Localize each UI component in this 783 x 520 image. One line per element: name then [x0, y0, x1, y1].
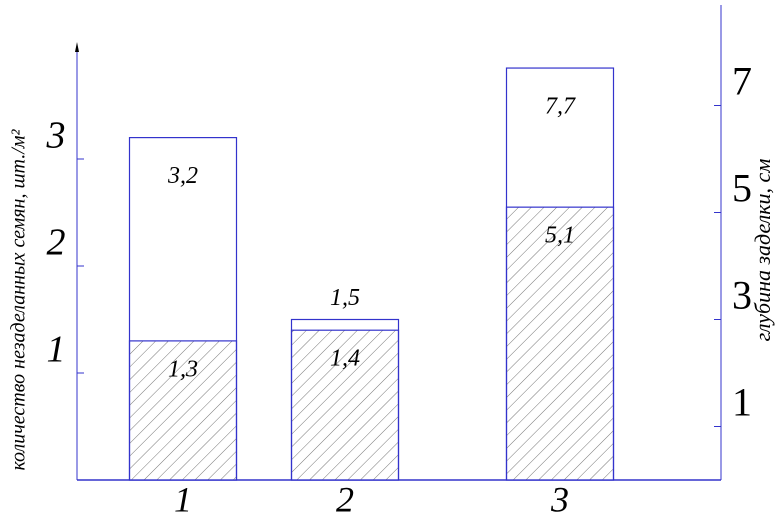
value-label: 1,4: [330, 346, 360, 372]
x-tick-label: 1: [174, 479, 192, 519]
y-tick-label: 1: [47, 329, 66, 371]
y2-axis-title: глубина заделки, см: [750, 159, 775, 342]
y2-tick-label: 1: [732, 380, 752, 425]
y2-tick-label: 5: [732, 166, 752, 211]
x-tick-label: 2: [336, 479, 354, 519]
value-label: 5,1: [545, 223, 575, 249]
y-tick-label: 2: [47, 222, 66, 264]
hatched-bar: [128, 340, 238, 481]
hatched-bar: [290, 329, 400, 481]
value-label: 7,7: [545, 94, 576, 120]
hatched-bar: [505, 206, 615, 481]
y-axis-arrow: [75, 42, 79, 52]
y-tick-label: 3: [46, 115, 66, 157]
y-axis-title: количество незаделанных семян, шт./м²: [8, 128, 30, 470]
y2-tick-label: 3: [732, 273, 752, 318]
value-label: 1,3: [168, 356, 198, 382]
y2-tick-label: 7: [732, 59, 752, 104]
x-tick-label: 3: [550, 479, 569, 519]
value-label: 1,5: [330, 285, 360, 311]
value-label: 3,2: [167, 163, 198, 189]
